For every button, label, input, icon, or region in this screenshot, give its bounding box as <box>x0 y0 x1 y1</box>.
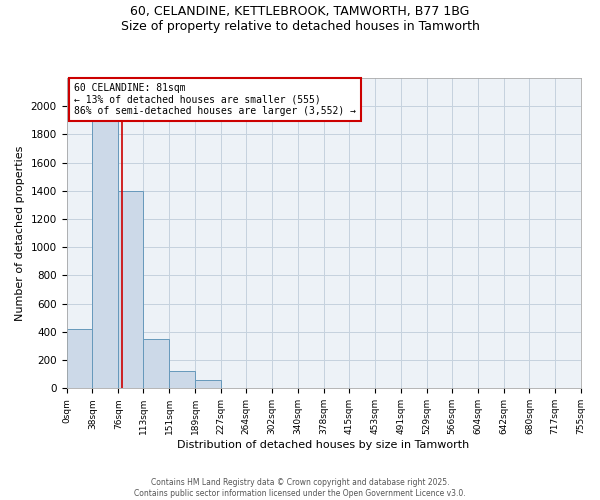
X-axis label: Distribution of detached houses by size in Tamworth: Distribution of detached houses by size … <box>178 440 470 450</box>
Bar <box>67 329 92 388</box>
Text: 60 CELANDINE: 81sqm
← 13% of detached houses are smaller (555)
86% of semi-detac: 60 CELANDINE: 81sqm ← 13% of detached ho… <box>74 82 356 116</box>
Text: Contains HM Land Registry data © Crown copyright and database right 2025.
Contai: Contains HM Land Registry data © Crown c… <box>134 478 466 498</box>
Bar <box>118 191 143 388</box>
Text: 60, CELANDINE, KETTLEBROOK, TAMWORTH, B77 1BG
Size of property relative to detac: 60, CELANDINE, KETTLEBROOK, TAMWORTH, B7… <box>121 5 479 33</box>
Bar <box>169 372 195 388</box>
Bar <box>92 92 118 388</box>
Bar <box>143 339 169 388</box>
Bar <box>195 380 221 388</box>
Y-axis label: Number of detached properties: Number of detached properties <box>15 146 25 321</box>
